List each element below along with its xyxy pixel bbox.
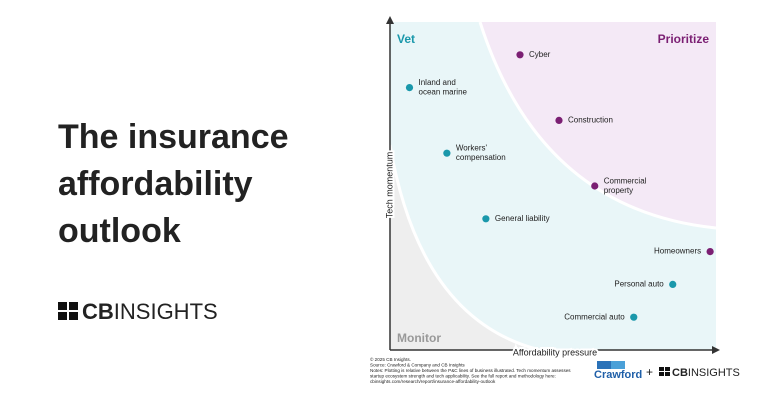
point bbox=[591, 182, 599, 190]
brand-bold: CB bbox=[672, 367, 688, 379]
point-label: ocean marine bbox=[419, 87, 468, 96]
footnote: Source: Crawford & Company and CB Insigh… bbox=[370, 363, 465, 368]
point-label: compensation bbox=[456, 153, 506, 162]
brand-rest: INSIGHTS bbox=[114, 299, 218, 324]
y-arrow bbox=[386, 16, 394, 24]
brand-icon bbox=[58, 302, 78, 320]
point bbox=[555, 116, 563, 124]
quadrant-label: Monitor bbox=[397, 331, 441, 345]
point-label: Homeowners bbox=[654, 247, 701, 256]
partner-logo: Crawford bbox=[594, 369, 642, 381]
quadrant-label: Vet bbox=[397, 32, 415, 46]
y-axis-label: Tech momentum bbox=[384, 152, 394, 219]
point bbox=[443, 149, 451, 157]
brand-icon-small bbox=[659, 367, 670, 376]
footnote: Notes: Plotting is relative between the … bbox=[370, 368, 571, 373]
quadrant-label: Prioritize bbox=[658, 32, 710, 46]
prioritize-region bbox=[480, 22, 716, 228]
point bbox=[630, 313, 638, 321]
crawford-icon bbox=[597, 361, 625, 369]
monitor-region bbox=[390, 145, 540, 350]
chart: Vet Prioritize Monitor Affordability pressu… bbox=[382, 32, 714, 359]
point bbox=[669, 280, 677, 288]
boundary bbox=[388, 144, 541, 352]
title-block: The insurance affordability outlook © 2025 … bbox=[58, 118, 571, 384]
point-label: Workers' bbox=[456, 144, 488, 153]
x-arrow bbox=[712, 346, 720, 354]
footnote: cbinsights.com/research/report/insurance… bbox=[370, 379, 496, 384]
footnote: © 2025 CB Insights. bbox=[370, 356, 411, 362]
brand-small: CBINSIGHTS bbox=[672, 367, 740, 379]
point-label: Cyber bbox=[529, 50, 551, 59]
point-label: Commercial bbox=[604, 176, 647, 185]
point bbox=[482, 215, 490, 223]
brand-rest: INSIGHTS bbox=[688, 367, 740, 379]
point-label: property bbox=[604, 186, 633, 195]
footnote: startup ecosystem strength and tech appl… bbox=[370, 374, 556, 379]
boundary bbox=[478, 21, 717, 230]
point-label: Inland and bbox=[419, 78, 456, 87]
point bbox=[405, 84, 414, 92]
point-label: Commercial auto bbox=[564, 312, 625, 321]
point bbox=[516, 51, 524, 59]
point-label: Personal auto bbox=[614, 280, 664, 289]
plus: + bbox=[646, 365, 653, 379]
point-label: General liability bbox=[495, 214, 550, 223]
title-line: affordability bbox=[58, 165, 253, 203]
title-line: outlook bbox=[58, 212, 181, 250]
x-axis-label: Affordability pressure bbox=[513, 347, 597, 357]
point bbox=[706, 248, 714, 256]
brand-bold: CB bbox=[82, 299, 114, 324]
title-line: The insurance bbox=[58, 118, 289, 156]
brand: CBINSIGHTS bbox=[82, 299, 218, 324]
point-label: Construction bbox=[568, 116, 613, 125]
